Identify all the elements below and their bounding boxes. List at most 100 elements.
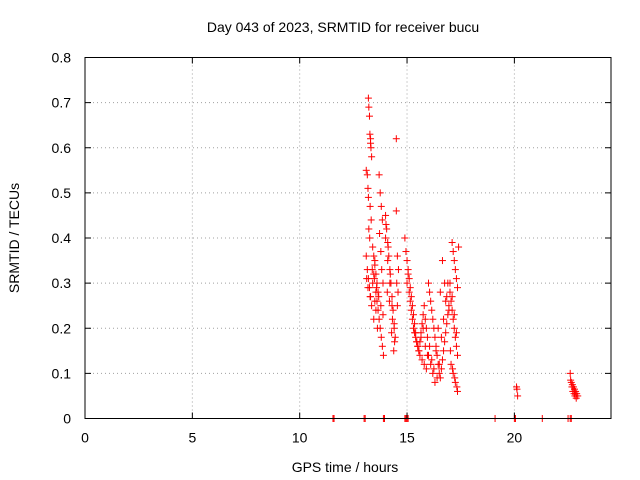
data-point: [426, 288, 434, 296]
data-point: [405, 288, 413, 296]
data-point: [379, 351, 387, 359]
data-point: [443, 320, 451, 328]
data-point: [455, 243, 463, 251]
data-point: [453, 383, 461, 391]
data-point: [409, 311, 417, 319]
data-point: [572, 394, 580, 402]
data-point: [413, 338, 421, 346]
data-point: [435, 369, 443, 377]
data-point: [438, 257, 446, 265]
data-point: [383, 288, 391, 296]
plot-frame: [84, 57, 612, 419]
data-point: [390, 324, 398, 332]
data-point: [384, 257, 392, 265]
data-point: [375, 171, 383, 179]
data-point: [362, 252, 370, 260]
data-point: [392, 207, 400, 215]
data-point: [449, 248, 457, 256]
data-point: [417, 333, 425, 341]
data-point: [373, 297, 381, 305]
data-point: [449, 365, 457, 373]
data-point: [434, 324, 442, 332]
data-point: [447, 360, 455, 368]
data-point: [403, 257, 411, 265]
data-point: [364, 284, 372, 292]
data-point: [370, 275, 378, 283]
data-point: [446, 288, 454, 296]
data-point: [402, 248, 410, 256]
data-point: [452, 342, 460, 350]
data-point: [435, 360, 443, 368]
data-point: [385, 252, 393, 260]
data-point: [367, 144, 375, 152]
data-point: [363, 171, 371, 179]
data-point: [392, 135, 400, 143]
data-point: [406, 297, 414, 305]
x-axis-label: GPS time / hours: [292, 459, 399, 475]
data-point: [391, 333, 399, 341]
data-point: [513, 385, 521, 393]
data-point: [384, 243, 392, 251]
data-point: [450, 324, 458, 332]
data-point: [365, 103, 373, 111]
data-point: [368, 266, 376, 274]
data-point: [419, 324, 427, 332]
data-point: [376, 229, 384, 237]
data-point: [383, 225, 391, 233]
x-tick-label: 5: [188, 430, 196, 446]
data-point: [448, 306, 456, 314]
data-point: [453, 351, 461, 359]
data-point: [385, 297, 393, 305]
data-point: [406, 284, 414, 292]
data-point: [369, 243, 377, 251]
data-point: [379, 311, 387, 319]
data-point: [382, 234, 390, 242]
chart-title: Day 043 of 2023, SRMTID for receiver buc…: [207, 19, 479, 35]
data-point: [440, 347, 448, 355]
data-point: [362, 166, 370, 174]
data-point: [377, 333, 385, 341]
grid: [85, 57, 611, 419]
data-point: [450, 311, 458, 319]
data-point: [408, 315, 416, 323]
data-point: [442, 329, 450, 337]
data-point: [388, 293, 396, 301]
data-point: [386, 279, 394, 287]
data-point: [367, 216, 375, 224]
data-point: [366, 202, 374, 210]
data-point: [370, 252, 378, 260]
y-tick-label: 0.1: [52, 365, 72, 381]
data-point: [391, 338, 399, 346]
x-tick-label: 20: [507, 430, 523, 446]
data-point: [427, 297, 435, 305]
data-point: [429, 369, 437, 377]
data-point: [394, 266, 402, 274]
data-point: [441, 338, 449, 346]
data-point: [451, 266, 459, 274]
data-point: [379, 279, 387, 287]
data-point: [390, 347, 398, 355]
data-point: [376, 324, 384, 332]
data-point: [378, 342, 386, 350]
data-point: [451, 333, 459, 341]
data-point: [514, 392, 522, 400]
data-point: [419, 311, 427, 319]
data-point: [453, 284, 461, 292]
data-point: [450, 257, 458, 265]
data-point: [448, 239, 456, 247]
y-tick-label: 0.2: [52, 320, 72, 336]
data-point: [453, 387, 461, 395]
data-point: [365, 112, 373, 120]
data-point: [451, 378, 459, 386]
data-point: [372, 288, 380, 296]
y-tick-label: 0.4: [52, 230, 72, 246]
data-point: [401, 234, 409, 242]
data-point: [448, 293, 456, 301]
data-point: [382, 220, 390, 228]
data-point: [418, 320, 426, 328]
y-axis-label: SRMTID / TECUs: [6, 183, 22, 293]
data-point: [409, 324, 417, 332]
data-point: [378, 266, 386, 274]
data-point: [452, 329, 460, 337]
